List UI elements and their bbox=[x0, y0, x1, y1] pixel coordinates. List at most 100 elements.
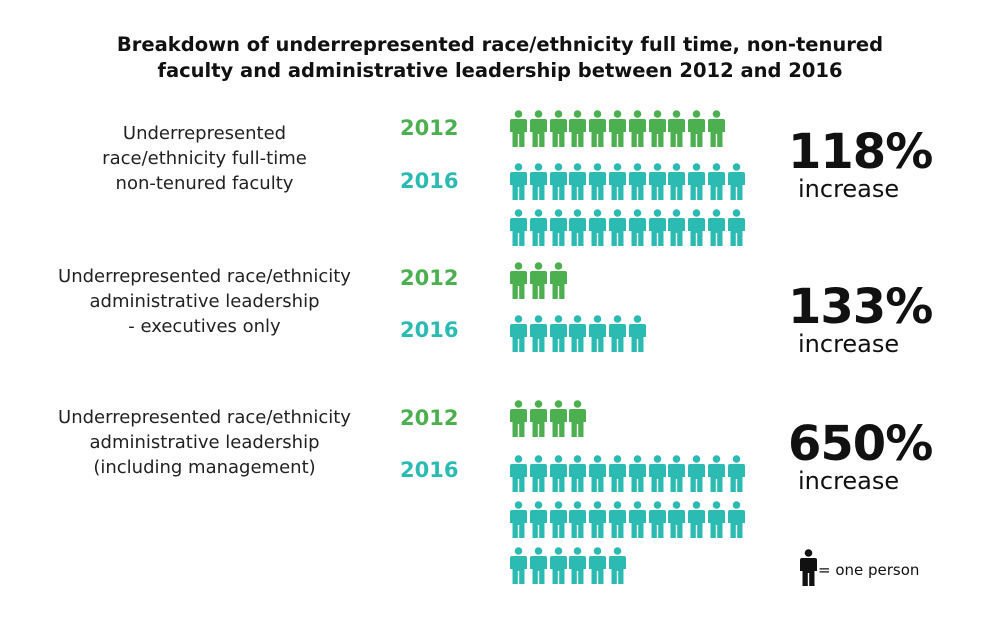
year-2012: 2012 bbox=[400, 406, 459, 430]
year-2012: 2012 bbox=[400, 116, 459, 140]
person-icon bbox=[628, 315, 646, 357]
person-icon bbox=[648, 209, 666, 251]
person-icon bbox=[708, 163, 725, 205]
person-icon bbox=[549, 547, 567, 589]
person-icon bbox=[668, 110, 686, 152]
label-line: - executives only bbox=[128, 316, 281, 337]
person-icon bbox=[628, 110, 646, 152]
person-icon bbox=[609, 209, 626, 251]
year-2016: 2016 bbox=[400, 169, 459, 193]
person-icon bbox=[569, 110, 587, 152]
year-2016: 2016 bbox=[400, 318, 459, 342]
label-line: Underrepresented race/ethnicity bbox=[58, 266, 351, 287]
person-icon bbox=[569, 501, 587, 543]
person-icon bbox=[549, 501, 567, 543]
label-line: Underrepresented bbox=[122, 123, 287, 144]
person-icon bbox=[589, 315, 607, 357]
person-icon bbox=[549, 209, 567, 251]
person-icon bbox=[648, 455, 666, 497]
percent-change: 118% bbox=[788, 124, 933, 180]
person-icon bbox=[529, 501, 547, 543]
person-icon bbox=[648, 110, 666, 152]
person-icon bbox=[727, 501, 745, 543]
person-icon bbox=[708, 110, 725, 152]
group-label-management: Underrepresented race/ethnicity administ… bbox=[22, 405, 387, 480]
person-icon bbox=[609, 163, 626, 205]
person-icon bbox=[727, 455, 745, 497]
person-icon bbox=[529, 455, 547, 497]
person-icon bbox=[529, 110, 547, 152]
person-icon bbox=[668, 209, 686, 251]
person-icon bbox=[589, 501, 607, 543]
person-icon bbox=[688, 209, 706, 251]
person-icon bbox=[549, 262, 567, 304]
person-icon bbox=[609, 501, 626, 543]
person-icon bbox=[708, 501, 725, 543]
person-icon bbox=[510, 110, 527, 152]
person-icon bbox=[529, 547, 547, 589]
person-icon bbox=[648, 501, 666, 543]
label-line: (including management) bbox=[93, 457, 316, 478]
person-icon bbox=[510, 455, 527, 497]
year-2012: 2012 bbox=[400, 266, 459, 290]
change-label: increase bbox=[798, 330, 900, 358]
person-icon bbox=[510, 209, 527, 251]
person-icon bbox=[569, 455, 587, 497]
person-icon bbox=[549, 110, 567, 152]
person-icon bbox=[569, 209, 587, 251]
person-icon bbox=[609, 547, 626, 589]
title-line-2: faculty and administrative leadership be… bbox=[157, 59, 843, 82]
person-icon bbox=[529, 400, 547, 442]
person-icon bbox=[510, 547, 527, 589]
change-label: increase bbox=[798, 467, 900, 495]
person-icon bbox=[529, 209, 547, 251]
person-icon bbox=[708, 455, 725, 497]
person-icon bbox=[727, 209, 745, 251]
person-icon bbox=[569, 315, 587, 357]
person-icon bbox=[668, 455, 686, 497]
change-label: increase bbox=[798, 175, 900, 203]
person-icon bbox=[589, 110, 607, 152]
group-label-executives: Underrepresented race/ethnicity administ… bbox=[22, 264, 387, 339]
label-line: administrative leadership bbox=[89, 432, 320, 453]
person-icon bbox=[569, 163, 587, 205]
person-icon bbox=[549, 400, 567, 442]
title-line-1: Breakdown of underrepresented race/ethni… bbox=[116, 33, 884, 56]
person-icon bbox=[668, 501, 686, 543]
person-icon bbox=[569, 400, 587, 442]
person-icon bbox=[589, 455, 607, 497]
percent-change: 133% bbox=[788, 279, 933, 335]
person-icon bbox=[589, 163, 607, 205]
person-icon bbox=[648, 163, 666, 205]
person-icon bbox=[688, 501, 706, 543]
person-icon bbox=[628, 209, 646, 251]
person-icon bbox=[628, 163, 646, 205]
person-icon bbox=[688, 110, 706, 152]
person-icon bbox=[549, 315, 567, 357]
group-label-faculty: Underrepresented race/ethnicity full-tim… bbox=[22, 121, 387, 196]
person-icon bbox=[628, 501, 646, 543]
label-line: non-tenured faculty bbox=[115, 173, 294, 194]
title: Breakdown of underrepresented race/ethni… bbox=[0, 32, 1000, 84]
legend-text: = one person bbox=[818, 561, 920, 579]
person-icon bbox=[708, 209, 725, 251]
person-icon bbox=[727, 163, 745, 205]
person-icon bbox=[668, 163, 686, 205]
person-icon bbox=[688, 455, 706, 497]
person-icon bbox=[529, 262, 547, 304]
person-icon bbox=[589, 547, 607, 589]
person-icon bbox=[510, 262, 527, 304]
person-icon bbox=[609, 315, 626, 357]
person-icon bbox=[529, 315, 547, 357]
person-icon bbox=[628, 455, 646, 497]
person-icon bbox=[589, 209, 607, 251]
person-icon bbox=[510, 400, 527, 442]
person-icon bbox=[510, 315, 527, 357]
label-line: Underrepresented race/ethnicity bbox=[58, 407, 351, 428]
person-icon bbox=[609, 110, 626, 152]
person-icon bbox=[529, 163, 547, 205]
person-icon bbox=[510, 163, 527, 205]
year-2016: 2016 bbox=[400, 458, 459, 482]
person-icon bbox=[609, 455, 626, 497]
